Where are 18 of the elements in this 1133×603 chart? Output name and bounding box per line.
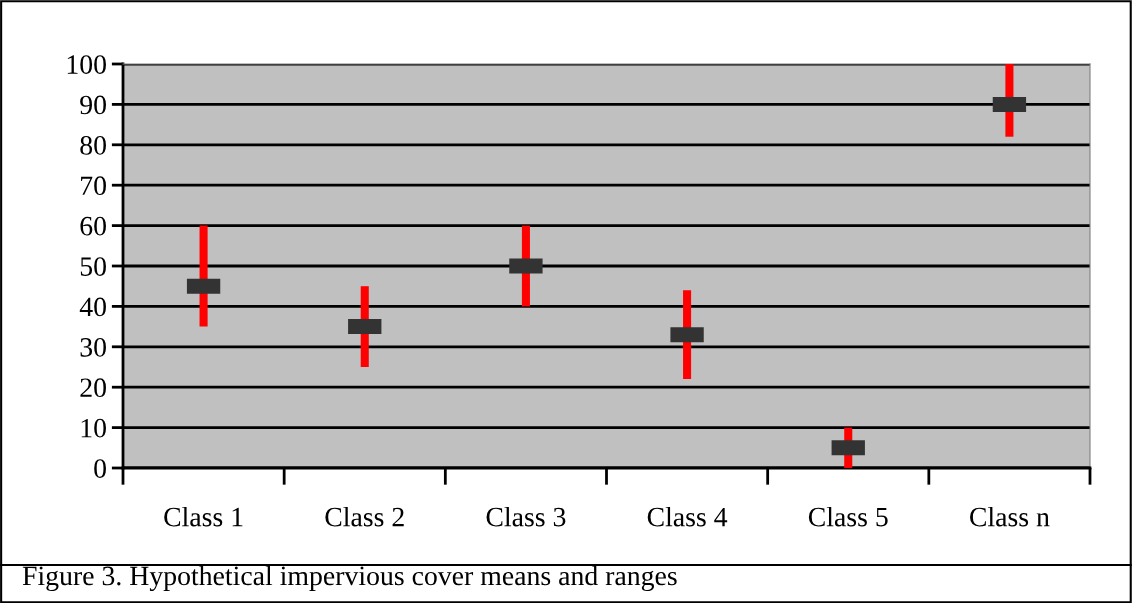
caption: Figure 3. Hypothetical impervious cover means and ranges [22,565,677,591]
x-tick-label: Class 1 [164,506,243,527]
y-tick-label: 80 [80,135,106,155]
y-tick-label: 100 [67,55,106,74]
y-tick-label: 10 [81,418,106,438]
y-tick-label: 90 [80,95,106,115]
y-tick-label: 50 [80,257,106,276]
y-tick-label: 60 [80,216,106,236]
x-tick-label: Class 2 [325,506,404,527]
y-tick-label: 0 [94,459,106,478]
x-tick-label: Class 4 [647,506,728,527]
y-tick-label: 30 [80,337,106,357]
x-tick-label: Class n [970,506,1050,527]
x-tick-label: Class 5 [808,506,888,527]
y-tick-label: 70 [81,176,106,196]
x-tick-label: Class 3 [486,506,566,527]
y-tick-label: 20 [80,378,106,398]
y-tick-label: 40 [79,297,106,317]
